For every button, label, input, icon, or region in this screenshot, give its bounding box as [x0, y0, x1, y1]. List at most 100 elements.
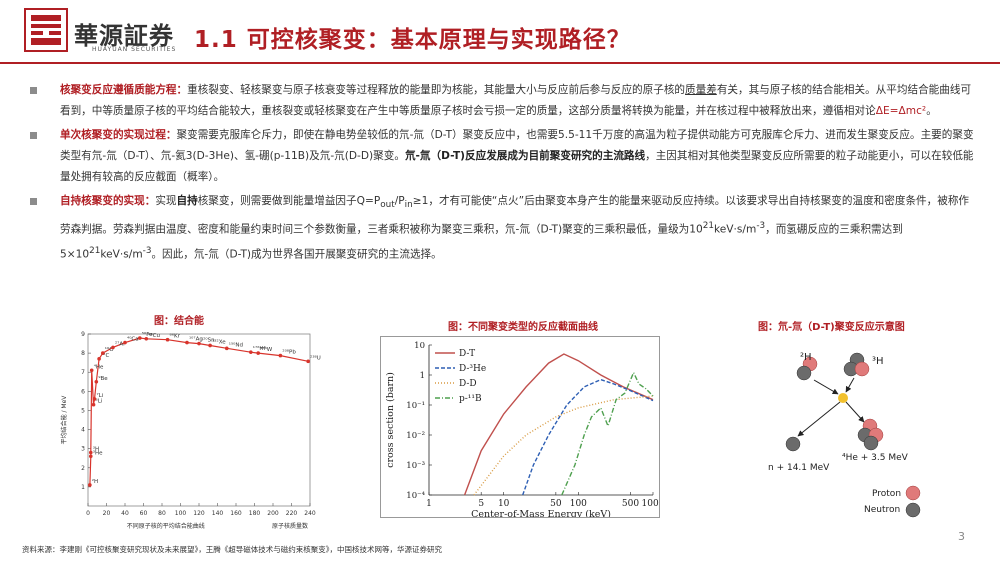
data-point — [306, 359, 310, 364]
bullet-text: ，主因其相对其他类型聚变反应所需要的粒子动能更小，可以在较低能量处拥有较高的反应… — [60, 150, 974, 183]
bullet-text: 核聚变，则需要做到能量增益因子Q=P — [197, 195, 381, 207]
legend-label: D-T — [459, 349, 475, 359]
x-tick-label: 50 — [550, 499, 562, 509]
neutron-particle — [785, 436, 801, 452]
data-point — [97, 357, 101, 361]
bullet-self-sustaining: 自持核聚变的实现：实现自持核聚变，则需要做到能量增益因子Q=Pout/Pin≥1… — [30, 191, 975, 265]
data-point — [144, 336, 149, 341]
legend-proton-icon — [905, 485, 921, 501]
x-tick-label: 1000 — [642, 499, 659, 509]
bullet-text: 。 — [926, 105, 937, 117]
huayuan-logo-icon — [24, 8, 68, 52]
y-tick-label: 1 — [81, 484, 85, 491]
cross-section-chart-frame: 1 5 10 50 100 5001000 10⁻⁴ 10⁻³ 10⁻² 10⁻¹ 1 10 D-T D-… — [380, 336, 665, 520]
series-line — [522, 378, 654, 496]
x-tick-label: 500 — [622, 499, 639, 509]
proton-particle — [854, 361, 870, 377]
bullet-text: 聚变需要克服库仑斥力，即使在静电势垒较低的氘-氚（D-T）聚变反应中，也需要5.… — [60, 129, 974, 162]
x-tick-label: 80 — [158, 510, 166, 517]
bullet-text: 实现 — [155, 195, 177, 207]
y-tick-label: 9 — [81, 331, 85, 338]
x-axis-label-2: 原子核质量数 — [272, 522, 308, 530]
figure-title-dt-diagram: 图：氘-氚（D-T)聚变反应示意图 — [758, 322, 905, 333]
x-tick-label: 220 — [286, 510, 298, 517]
bullet-text: keV·s/m — [100, 248, 143, 261]
y-tick-label: 5 — [81, 407, 85, 414]
triton-label: ³H — [872, 356, 884, 367]
point-label: ¹⁰⁷Ag — [189, 336, 203, 343]
bullet-text: 重核裂变、轻核聚变与原子核衰变等过程释放的能量即为核能，其能量大小与反应前后参与… — [187, 84, 686, 96]
x-axis-label: 不同原子核的平均结合能曲线 — [127, 522, 205, 530]
arrow-in-icon — [813, 379, 839, 395]
data-point — [249, 350, 253, 354]
cross-section-chart: 1 5 10 50 100 5001000 10⁻⁴ 10⁻³ 10⁻² 10⁻¹ 1 10 D-T D-… — [385, 341, 665, 520]
point-label: ⁶³Cu — [148, 332, 160, 339]
data-point — [256, 351, 260, 355]
point-label: ⁵⁶Fe — [142, 331, 153, 338]
point-label: ²H — [92, 478, 98, 485]
point-label: ¹⁶O — [105, 346, 114, 353]
x-axis-label: Center-of-Mass Energy (keV) — [471, 509, 611, 517]
figure-title-binding-energy: 图：结合能 — [154, 316, 204, 327]
data-point — [91, 402, 96, 407]
plot-frame — [87, 333, 311, 507]
point-label: ¹²⁰Sn — [201, 337, 215, 344]
point-label: ⁶Li — [96, 398, 103, 405]
header: 華源証券 HUAYUAN SECURITIES 1.1 可控核聚变：基本原理与实… — [0, 0, 1000, 62]
bullet-lead: 自持核聚变的实现： — [60, 195, 156, 207]
point-label: ¹⁷⁶Hf — [253, 345, 267, 352]
superscript: -3 — [142, 245, 152, 256]
subscript: out — [380, 200, 395, 211]
legend-neutron-icon — [905, 502, 921, 518]
x-tick-label: 10 — [498, 499, 510, 509]
series-line — [561, 370, 654, 496]
header-divider — [0, 62, 1000, 64]
x-tick-label: 1 — [426, 499, 432, 509]
bullet-text: /P — [394, 195, 405, 207]
point-label: ⁷Li — [96, 392, 103, 399]
triton-icon — [843, 352, 870, 377]
superscript: 21 — [89, 245, 101, 256]
point-label: ⁸⁶Kr — [170, 333, 181, 340]
y-tick-label: 1 — [420, 371, 425, 381]
data-point — [101, 351, 105, 355]
point-label: ³He — [93, 449, 103, 456]
point-label: ³H — [93, 445, 99, 452]
x-tick-label: 200 — [267, 510, 279, 517]
point-label: ²⁰⁸Pb — [282, 349, 296, 356]
fusion-burst-icon — [838, 393, 848, 403]
point-label: ¹⁸⁴W — [260, 346, 273, 353]
y-tick-label: 10⁻³ — [406, 461, 425, 471]
page-title: 1.1 可控核聚变：基本原理与实现路径？ — [194, 27, 631, 53]
data-point — [92, 397, 97, 401]
y-tick-label: 6 — [81, 388, 85, 395]
legend-proton-label: Proton — [872, 489, 901, 499]
legend-label: p-¹¹B — [459, 394, 482, 404]
bullet-single-fusion: 单次核聚变的实现过程：聚变需要克服库仑斥力，即使在静电势垒较低的氘-氚（D-T）… — [30, 125, 975, 188]
bullet-text-underlined: 质量差 — [685, 84, 717, 96]
arrow-out-icon — [797, 401, 841, 437]
series-line — [463, 353, 654, 496]
x-tick-label: 20 — [103, 510, 111, 517]
y-tick-label: 10⁻¹ — [406, 401, 425, 411]
bullet-text: 。因此，氘-氚（D-T)成为世界各国开展聚变研究的主流选择。 — [151, 248, 442, 261]
data-point — [94, 379, 99, 384]
source-note: 资料来源：李建刚《可控核聚变研究现状及未来展望》，王腾《超导磁体技术与磁约束核聚… — [22, 545, 442, 554]
data-point — [185, 340, 189, 345]
square-bullet-icon — [30, 132, 37, 139]
y-axis-label: cross section (barn) — [385, 372, 396, 468]
x-tick-label: 100 — [175, 510, 187, 517]
brand-name-en: HUAYUAN SECURITIES — [92, 46, 177, 53]
square-bullet-icon — [30, 87, 37, 94]
subscript: in — [404, 200, 413, 211]
helium-nucleus-icon — [857, 418, 884, 451]
data-point — [111, 345, 115, 350]
x-tick-label: 5 — [478, 499, 484, 509]
point-label: ²⁷Al — [115, 340, 125, 347]
brand-name: 華源証券 — [74, 21, 174, 50]
y-tick-label: 4 — [81, 427, 85, 434]
series-line — [473, 395, 654, 496]
data-point — [278, 353, 283, 358]
binding-energy-curve — [89, 337, 309, 486]
data-point — [224, 346, 229, 351]
